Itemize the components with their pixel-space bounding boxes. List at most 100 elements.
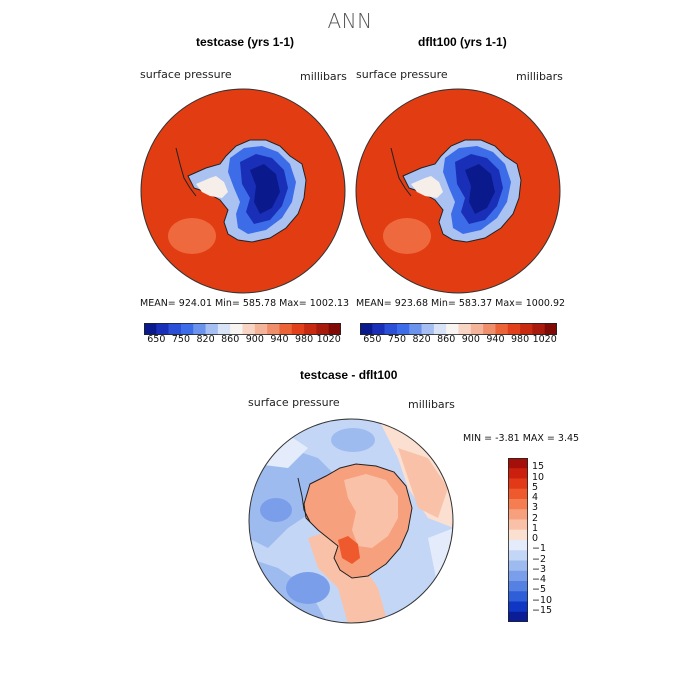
- colorbar-tick-label: 3: [532, 502, 539, 514]
- colorbar-tick-label: 15: [532, 461, 545, 473]
- colorbar-tick-label: 1020: [316, 334, 341, 345]
- colorbar-swatch: [507, 323, 521, 335]
- colorbar-swatch: [433, 323, 447, 335]
- colorbar-swatch: [217, 323, 231, 335]
- colorbar-tick-label: 940: [486, 334, 505, 345]
- colorbar-tick-label: −3: [532, 563, 547, 575]
- colorbar-swatch: [168, 323, 182, 335]
- panel-1-polar-map: [140, 88, 346, 294]
- colorbar-tick-label: −15: [532, 604, 553, 616]
- colorbar-swatch: [508, 550, 528, 561]
- colorbar-swatch: [532, 323, 545, 335]
- panel-1-low-anomaly: [168, 218, 216, 254]
- colorbar-swatch: [254, 323, 268, 335]
- panel-2-colorbar-ticks: 650 750 820 860 900 940 980 1020: [360, 334, 557, 348]
- panel-2-low-anomaly: [383, 218, 431, 254]
- colorbar-swatch: [508, 601, 528, 613]
- colorbar-border: [360, 323, 557, 335]
- panel-3-negative-core: [286, 572, 330, 604]
- colorbar-swatch: [508, 499, 528, 510]
- panel-3-field-label: surface pressure: [248, 396, 340, 409]
- colorbar-tick-label: 980: [294, 334, 314, 345]
- colorbar-swatch: [193, 323, 206, 335]
- colorbar-swatch: [508, 611, 528, 623]
- colorbar-swatch: [291, 323, 305, 335]
- colorbar-tick-label: −4: [532, 574, 547, 585]
- colorbar-tick-label: 860: [221, 334, 240, 345]
- panel-2-colorbar-swatches: [360, 323, 558, 335]
- colorbar-swatch: [508, 488, 528, 500]
- panel-1-field-label: surface pressure: [140, 68, 232, 81]
- colorbar-swatch: [384, 323, 398, 335]
- panel-3-colorbar: [508, 458, 528, 623]
- colorbar-tick-label: 4: [532, 492, 539, 503]
- colorbar-swatch: [409, 323, 422, 335]
- colorbar-tick-label: 860: [437, 334, 456, 345]
- panel-2-polar-map: [355, 88, 561, 294]
- colorbar-swatch: [470, 323, 484, 335]
- colorbar-swatch: [304, 323, 317, 335]
- colorbar-tick-label: 1020: [532, 334, 557, 345]
- panel-1-colorbar-ticks: 650 750 820 860 900 940 980 1020: [144, 334, 341, 348]
- colorbar-swatch: [508, 458, 528, 469]
- colorbar-swatch: [508, 581, 528, 592]
- colorbar-tick-label: 650: [147, 334, 166, 345]
- panel-2-title: dflt100 (yrs 1-1): [418, 35, 507, 49]
- panel-1-title: testcase (yrs 1-1): [196, 35, 295, 49]
- colorbar-tick-label: 5: [532, 481, 539, 493]
- colorbar-swatch: [508, 468, 528, 479]
- colorbar-tick-label: 900: [245, 334, 264, 345]
- panel-3-title: testcase - dflt100: [300, 368, 398, 382]
- colorbar-border: [508, 458, 528, 622]
- panel-1-stats: MEAN= 924.01 Min= 585.78 Max= 1002.13: [140, 298, 350, 309]
- colorbar-swatch: [446, 323, 459, 335]
- colorbar-tick-label: −10: [532, 594, 553, 606]
- colorbar-tick-label: 10: [532, 471, 545, 483]
- colorbar-tick-label: −1: [532, 543, 547, 555]
- colorbar-swatch: [508, 560, 528, 572]
- colorbar-swatch: [508, 478, 528, 490]
- panel-2-field-label: surface pressure: [356, 68, 448, 81]
- colorbar-swatch: [483, 323, 496, 335]
- colorbar-swatch: [508, 570, 528, 582]
- colorbar-swatch: [421, 323, 435, 335]
- colorbar-tick-label: −5: [532, 584, 547, 596]
- colorbar-tick-label: −2: [532, 553, 547, 565]
- colorbar-tick-label: 820: [196, 334, 215, 345]
- colorbar-swatch: [279, 323, 293, 335]
- panel-3-polar-map: [248, 418, 454, 624]
- colorbar-tick-label: 1: [532, 522, 539, 534]
- panel-2-units-label: millibars: [516, 70, 563, 83]
- panel-3-units-label: millibars: [408, 398, 455, 411]
- colorbar-swatch: [396, 323, 410, 335]
- colorbar-border: [144, 323, 341, 335]
- colorbar-swatch: [360, 323, 373, 335]
- colorbar-swatch: [508, 509, 528, 520]
- panel-3-colorbar-ticks: 15 10 5 4 3 2 1 0 −1 −2 −3 −4 −5 −10 −15: [532, 458, 572, 622]
- colorbar-swatch: [508, 519, 528, 531]
- colorbar-swatch: [267, 323, 280, 335]
- colorbar-swatch: [508, 540, 528, 551]
- colorbar-tick-label: 650: [363, 334, 382, 345]
- colorbar-swatch: [508, 591, 528, 602]
- colorbar-tick-label: 750: [387, 334, 406, 345]
- colorbar-tick-label: 820: [412, 334, 431, 345]
- colorbar-swatch: [205, 323, 219, 335]
- colorbar-swatch: [242, 323, 256, 335]
- colorbar-swatch: [316, 323, 329, 335]
- figure-title: ANN: [327, 9, 373, 33]
- panel-1-colorbar: [144, 320, 342, 335]
- colorbar-swatch: [328, 323, 342, 335]
- colorbar-swatch: [372, 323, 385, 335]
- panel-3-colorbar-swatches: [508, 458, 528, 623]
- panel-3-stats: MIN = -3.81 MAX = 3.45: [463, 433, 580, 444]
- colorbar-swatch: [180, 323, 194, 335]
- colorbar-swatch: [520, 323, 533, 335]
- colorbar-tick-label: 940: [270, 334, 289, 345]
- colorbar-swatch: [458, 323, 472, 335]
- colorbar-swatch: [544, 323, 558, 335]
- panel-1-colorbar-swatches: [144, 323, 342, 335]
- colorbar-tick-label: 0: [532, 533, 539, 544]
- colorbar-tick-label: 980: [510, 334, 530, 345]
- colorbar-tick-label: 900: [461, 334, 480, 345]
